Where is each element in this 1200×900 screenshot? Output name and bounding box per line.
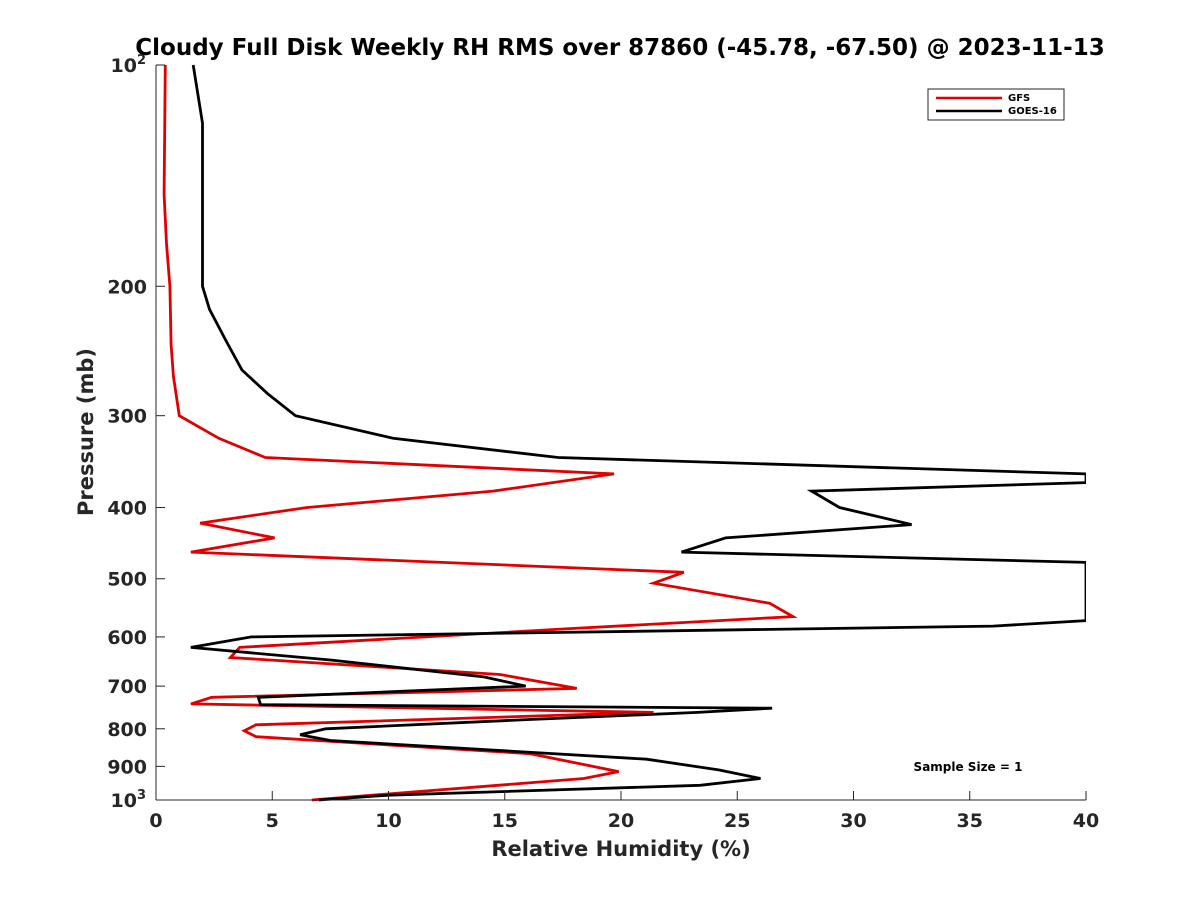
- y-tick-label: 300: [107, 406, 147, 428]
- y-ticks: 102 200 300 400 500 600 700 800 900 103: [107, 53, 165, 812]
- series-line-gfs: [162, 64, 798, 802]
- x-tick-label: 25: [724, 810, 750, 832]
- legend: GFS GOES-16: [927, 88, 1065, 121]
- legend-box: [927, 88, 1065, 121]
- x-axis-label: Relative Humidity (%): [491, 837, 750, 861]
- x-tick-label: 0: [149, 810, 162, 832]
- x-tick-label: 35: [957, 810, 983, 832]
- series-layer: [162, 64, 1086, 802]
- y-tick-label: 900: [107, 756, 147, 778]
- axes: [155, 65, 1086, 801]
- chart-title: Cloudy Full Disk Weekly RH RMS over 8786…: [135, 35, 1104, 61]
- x-ticks: 0 5 10 15 20 25 30 35 40: [149, 791, 1099, 832]
- y-tick-label: 103: [111, 788, 147, 812]
- y-tick-label: 102: [111, 53, 147, 77]
- sample-size-annotation: Sample Size = 1: [914, 760, 1023, 774]
- x-tick-label: 10: [375, 810, 401, 832]
- y-tick-label: 500: [107, 569, 147, 591]
- series-line-goes16: [190, 64, 1086, 802]
- x-tick-label: 5: [266, 810, 279, 832]
- y-tick-label: 200: [107, 276, 147, 298]
- y-axis-label: Pressure (mb): [74, 348, 98, 516]
- x-tick-label: 20: [608, 810, 634, 832]
- legend-label-gfs: GFS: [1008, 93, 1030, 104]
- x-tick-label: 15: [492, 810, 518, 832]
- y-tick-label: 700: [107, 676, 147, 698]
- y-tick-label: 600: [107, 627, 147, 649]
- x-tick-label: 30: [840, 810, 866, 832]
- y-tick-label: 800: [107, 719, 147, 741]
- legend-label-goes16: GOES-16: [1008, 106, 1057, 117]
- x-tick-label: 40: [1073, 810, 1099, 832]
- y-tick-label: 400: [107, 498, 147, 520]
